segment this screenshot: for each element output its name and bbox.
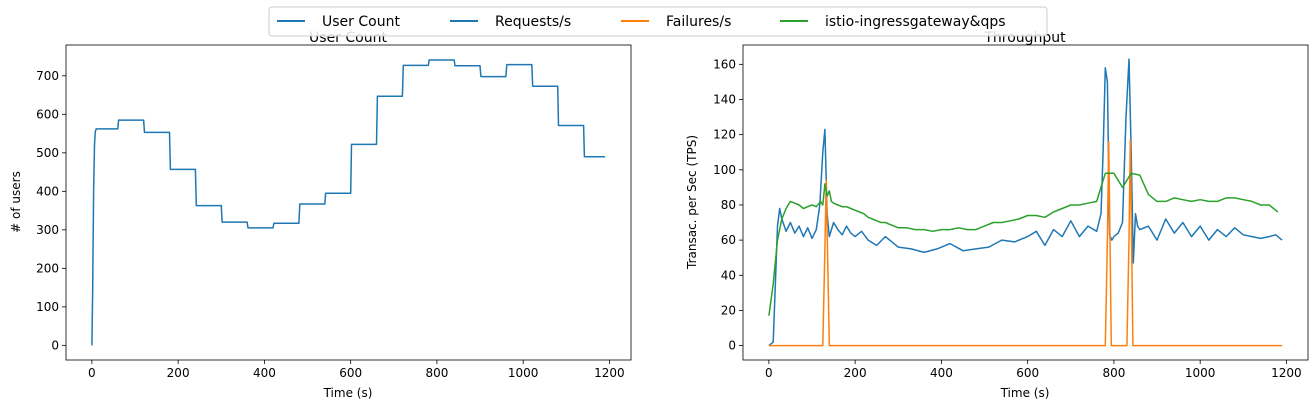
user-count-y-ticks: 0 100 200 300 400 500 600 700 <box>36 69 66 352</box>
y-tick-label: 0 <box>51 338 59 352</box>
user-count-x-label: Time (s) <box>323 386 373 400</box>
throughput-x-ticks: 0 200 400 600 800 1000 1200 <box>765 360 1302 380</box>
y-tick-label: 60 <box>721 233 736 247</box>
x-tick-label: 1200 <box>1271 366 1302 380</box>
x-tick-label: 200 <box>844 366 867 380</box>
legend-label: User Count <box>322 14 400 30</box>
y-tick-label: 600 <box>36 107 59 121</box>
series-line-user-count <box>91 59 606 346</box>
throughput-plot-frame <box>742 44 1309 361</box>
y-tick-label: 700 <box>36 69 59 83</box>
y-tick-label: 80 <box>721 198 736 212</box>
series-line-istio-ingressgateway-qps <box>768 172 1279 316</box>
user-count-plot-frame <box>65 44 632 361</box>
x-tick-label: 0 <box>765 366 773 380</box>
x-tick-label: 600 <box>1016 366 1039 380</box>
y-tick-label: 500 <box>36 146 59 160</box>
y-tick-label: 100 <box>713 163 736 177</box>
series-line-requests-s <box>768 58 1283 347</box>
x-tick-label: 0 <box>88 366 96 380</box>
user-count-x-ticks: 0 200 400 600 800 1000 1200 <box>88 360 625 380</box>
y-tick-label: 0 <box>728 339 736 353</box>
legend-entry-istio: istio-ingressgateway&qps <box>780 14 1006 30</box>
y-tick-label: 140 <box>713 92 736 106</box>
x-tick-label: 1000 <box>508 366 539 380</box>
y-tick-label: 40 <box>721 268 736 282</box>
throughput-x-label: Time (s) <box>1000 386 1050 400</box>
legend-entry-user-count: User Count <box>277 14 400 30</box>
legend-entry-requests: Requests/s <box>450 14 571 30</box>
legend-label: istio-ingressgateway&qps <box>825 14 1006 30</box>
user-count-y-label: # of users <box>9 171 23 233</box>
legend-label: Failures/s <box>666 14 731 30</box>
x-tick-label: 800 <box>425 366 448 380</box>
throughput-lines <box>768 58 1283 347</box>
user-count-chart: 0 200 400 600 800 1000 1200 0 100 200 300 400 500 60… <box>9 30 632 400</box>
y-tick-label: 100 <box>36 300 59 314</box>
x-tick-label: 1200 <box>594 366 625 380</box>
x-tick-label: 400 <box>930 366 953 380</box>
throughput-y-ticks: 0 20 40 60 80 100 120 140 160 <box>713 57 743 353</box>
legend: User Count Requests/s Failures/s istio-i… <box>268 6 1048 37</box>
throughput-y-label: Transac. per Sec (TPS) <box>685 135 699 270</box>
x-tick-label: 600 <box>339 366 362 380</box>
x-tick-label: 1000 <box>1185 366 1216 380</box>
y-tick-label: 400 <box>36 184 59 198</box>
x-tick-label: 400 <box>253 366 276 380</box>
user-count-lines <box>91 59 606 346</box>
y-tick-label: 160 <box>713 57 736 71</box>
series-line-failures-s <box>768 139 1283 347</box>
y-tick-label: 120 <box>713 128 736 142</box>
y-tick-label: 300 <box>36 223 59 237</box>
throughput-chart: 0 200 400 600 800 1000 1200 0 20 40 60 80 100 120 140… <box>685 30 1309 400</box>
y-tick-label: 200 <box>36 261 59 275</box>
legend-entry-failures: Failures/s <box>621 14 731 30</box>
x-tick-label: 200 <box>167 366 190 380</box>
legend-label: Requests/s <box>495 14 571 30</box>
x-tick-label: 800 <box>1102 366 1125 380</box>
legend-frame <box>268 6 1048 37</box>
y-tick-label: 20 <box>721 303 736 317</box>
